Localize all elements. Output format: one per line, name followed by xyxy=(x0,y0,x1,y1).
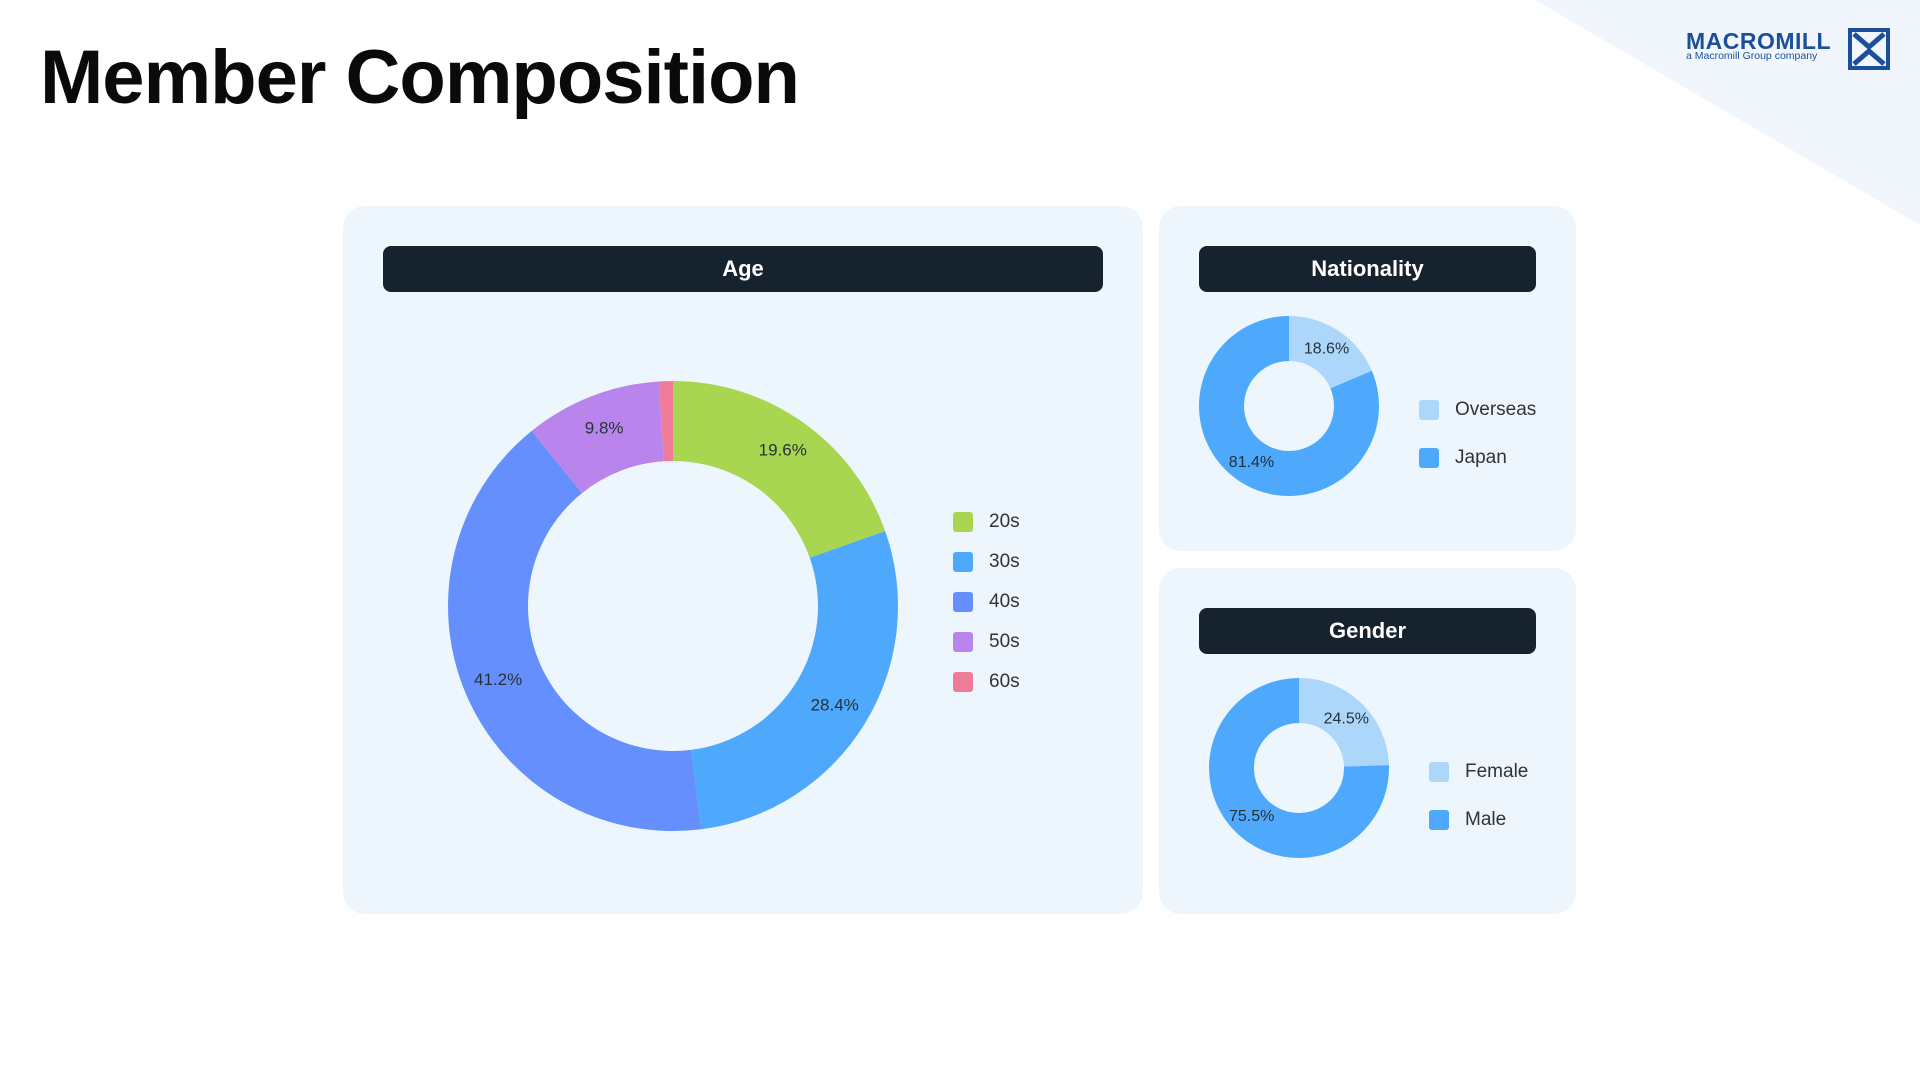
age-legend-label: 30s xyxy=(989,551,1020,572)
age-legend-swatch xyxy=(953,592,973,612)
age-legend-label: 20s xyxy=(989,511,1020,532)
brand-name: MACROMILL xyxy=(1686,28,1832,54)
gender-slice-male xyxy=(1209,678,1389,858)
nationality-legend-swatch xyxy=(1419,400,1439,420)
age-data-label-40s: 41.2% xyxy=(474,670,522,689)
age-legend-swatch xyxy=(953,632,973,652)
nationality-legend-swatch xyxy=(1419,448,1439,468)
age-legend-item-60s: 60s xyxy=(953,662,1020,702)
gender-data-label-female: 24.5% xyxy=(1324,710,1369,727)
nationality-panel: Nationality 18.6% 81.4% Overseas Japan xyxy=(1159,206,1576,551)
gender-panel: Gender 24.5% 75.5% Female Male xyxy=(1159,568,1576,914)
nationality-slice-japan xyxy=(1199,316,1379,496)
age-slice-30s xyxy=(691,531,898,830)
nationality-data-label-overseas: 18.6% xyxy=(1304,341,1349,358)
age-data-label-50s: 9.8% xyxy=(585,418,624,437)
age-data-label-20s: 19.6% xyxy=(759,440,807,459)
gender-legend: Female Male xyxy=(1429,748,1528,844)
gender-legend-label: Male xyxy=(1465,809,1507,830)
nationality-legend: Overseas Japan xyxy=(1419,386,1536,482)
brand-tagline: a Macromill Group company xyxy=(1686,50,1818,62)
age-legend-item-40s: 40s xyxy=(953,582,1020,622)
page-title: Member Composition xyxy=(40,35,800,120)
gender-slice-female xyxy=(1299,678,1389,767)
age-slice-50s xyxy=(531,381,664,494)
nationality-legend-item-japan: Japan xyxy=(1419,434,1536,482)
age-legend-item-30s: 30s xyxy=(953,542,1020,582)
age-legend: 20s 30s 40s 50s 60s xyxy=(953,502,1020,702)
age-slice-40s xyxy=(448,430,702,831)
nationality-legend-label: Japan xyxy=(1455,447,1507,468)
nationality-chart-title: Nationality xyxy=(1199,246,1536,292)
age-legend-swatch xyxy=(953,552,973,572)
age-legend-label: 60s xyxy=(989,671,1020,692)
age-legend-label: 40s xyxy=(989,591,1020,612)
gender-legend-item-female: Female xyxy=(1429,748,1528,796)
nationality-slice-overseas xyxy=(1289,316,1372,389)
age-data-label-30s: 28.4% xyxy=(811,695,859,714)
gender-legend-item-male: Male xyxy=(1429,796,1528,844)
gender-donut-chart: 24.5% 75.5% xyxy=(1209,678,1389,858)
nationality-data-label-japan: 81.4% xyxy=(1229,454,1274,471)
age-slice-20s xyxy=(673,381,886,558)
age-panel: Age 19.6% 28.4% 41.2% 9.8% 20s 30s 40s 50s 60s xyxy=(343,206,1143,914)
gender-data-label-male: 75.5% xyxy=(1229,808,1274,825)
nationality-donut-chart: 18.6% 81.4% xyxy=(1199,316,1379,496)
age-slice-60s xyxy=(658,381,673,462)
age-legend-item-20s: 20s xyxy=(953,502,1020,542)
gender-legend-swatch xyxy=(1429,762,1449,782)
gender-chart-title: Gender xyxy=(1199,608,1536,654)
age-legend-swatch xyxy=(953,672,973,692)
macromill-logo-icon xyxy=(1848,28,1890,70)
age-legend-label: 50s xyxy=(989,631,1020,652)
age-legend-item-50s: 50s xyxy=(953,622,1020,662)
brand-logo: MACROMILL a Macromill Group company xyxy=(1684,28,1894,74)
nationality-legend-item-overseas: Overseas xyxy=(1419,386,1536,434)
age-donut-chart: 19.6% 28.4% 41.2% 9.8% xyxy=(448,381,898,831)
gender-legend-swatch xyxy=(1429,810,1449,830)
gender-legend-label: Female xyxy=(1465,761,1529,782)
age-legend-swatch xyxy=(953,512,973,532)
age-chart-title: Age xyxy=(383,246,1103,292)
nationality-legend-label: Overseas xyxy=(1455,399,1537,420)
